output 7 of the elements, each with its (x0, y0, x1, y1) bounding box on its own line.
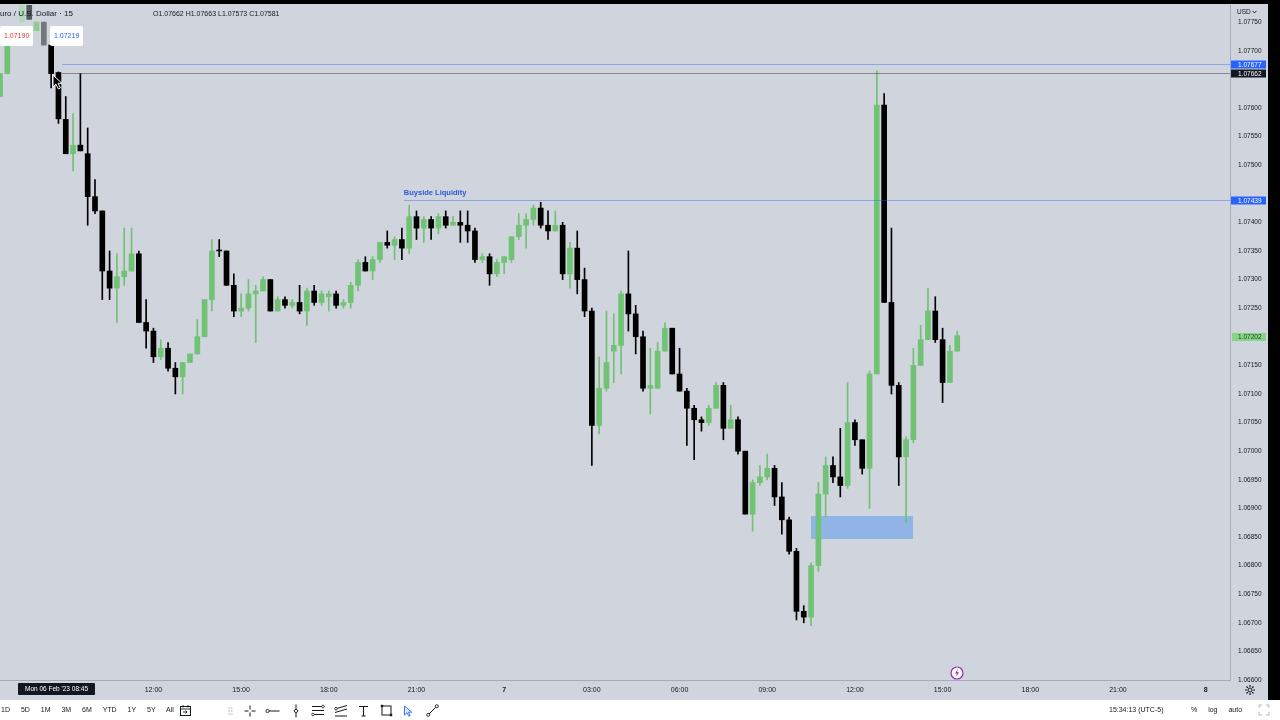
candlestick (70, 113, 76, 172)
candlestick (647, 347, 654, 415)
candlestick (837, 427, 844, 498)
candlestick (238, 293, 244, 318)
candlestick (252, 284, 259, 343)
candlestick (325, 290, 332, 312)
candlestick (903, 436, 909, 524)
